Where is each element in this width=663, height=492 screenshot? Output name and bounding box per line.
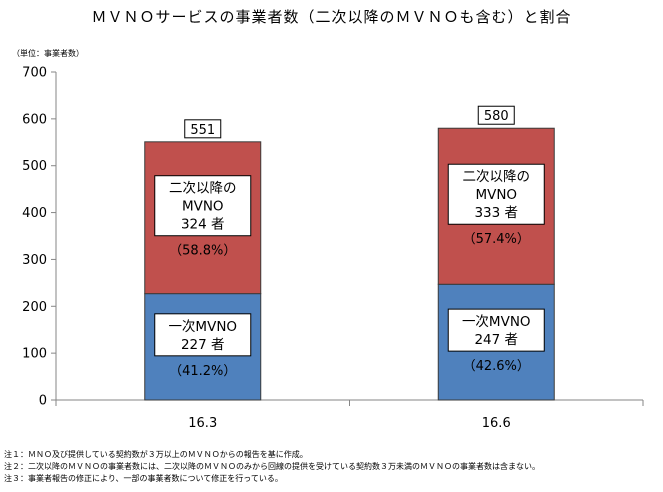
x-tick-label: 16.6 [482,416,511,431]
y-tick-label: 700 [22,66,47,81]
unit-label: （単位：事業者数） [12,49,84,58]
total-label-box [184,119,222,139]
segment-label-line: 二次以降の [463,169,531,185]
total-label: 580 [484,109,509,124]
total-label: 551 [190,123,215,138]
segment-label-line: 247 者 [474,332,518,348]
y-tick-label: 400 [22,206,47,221]
y-tick-label: 600 [22,112,47,127]
bar-labels: 一次MVNO 227 者 （41.2%） 二次以降の MVNO 324 者 （58.8%） 5… [154,105,545,379]
segment-label-line: 一次MVNO [462,314,531,330]
y-tick-label: 200 [22,300,47,315]
segment-label-line: 二次以降の [169,181,237,197]
segment-percent: （57.4%） [463,232,530,247]
segment-percent: （41.2%） [169,364,236,379]
segment-label-line: MVNO [182,199,224,215]
segment-label-line: 324 者 [181,217,225,233]
segment-label-line: 一次MVNO [168,319,237,335]
y-tick-label: 300 [22,253,47,268]
segment-label-box [447,163,545,225]
footnote-1: 注１：ＭＮＯ及び提供している契約数が３万以上のＭＶＮＯからの報告を基に作成。 [4,450,308,459]
segment-label-line: MVNO [475,187,517,203]
segment-label-box [154,313,252,357]
x-tick-label: 16.3 [188,416,217,431]
chart-title: ＭＶＮＯサービスの事業者数（二次以降のＭＶＮＯも含む）と割合 [91,8,572,26]
segment-label-box [154,175,252,237]
segment-label-box [447,308,545,352]
footnote-3: 注３：事業者報告の修正により、一部の事業者数について修正を行っている。 [4,474,283,483]
segment-label-line: 227 者 [181,337,225,353]
segment-label-line: 333 者 [474,205,518,221]
segment-percent: （58.8%） [169,244,236,259]
total-label-box [477,105,515,125]
y-tick-label: 0 [39,394,47,409]
y-tick-label: 100 [22,347,47,362]
segment-percent: （42.6%） [463,359,530,374]
footnote-2: 注２：二次以降のＭＶＮＯの事業者数には、二次以降のＭＶＮＯのみから回線の提供を受… [4,462,540,471]
y-tick-label: 500 [22,159,47,174]
